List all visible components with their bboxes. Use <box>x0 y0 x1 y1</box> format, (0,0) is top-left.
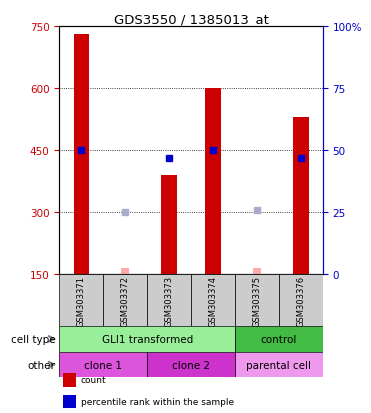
Text: GSM303376: GSM303376 <box>296 275 305 326</box>
Title: GDS3550 / 1385013_at: GDS3550 / 1385013_at <box>114 13 269 26</box>
Text: GSM303371: GSM303371 <box>77 275 86 326</box>
Text: GSM303374: GSM303374 <box>209 275 217 326</box>
Bar <box>235 352 323 377</box>
Bar <box>235 275 279 326</box>
Bar <box>103 275 147 326</box>
Bar <box>147 275 191 326</box>
Bar <box>253 268 261 275</box>
Text: GLI1 transformed: GLI1 transformed <box>102 334 193 344</box>
Bar <box>59 352 147 377</box>
Bar <box>191 275 235 326</box>
Text: GSM303372: GSM303372 <box>121 275 130 326</box>
Bar <box>279 275 323 326</box>
Text: count: count <box>81 375 106 385</box>
Text: clone 1: clone 1 <box>84 360 122 370</box>
Text: cell type: cell type <box>11 334 56 344</box>
Text: parental cell: parental cell <box>246 360 311 370</box>
Text: control: control <box>261 334 297 344</box>
Text: other: other <box>28 360 56 370</box>
Bar <box>293 118 309 275</box>
Bar <box>121 268 129 275</box>
Text: GSM303375: GSM303375 <box>252 275 262 326</box>
Bar <box>235 326 323 352</box>
Bar <box>73 35 89 275</box>
Text: clone 2: clone 2 <box>172 360 210 370</box>
Bar <box>59 326 235 352</box>
Text: percentile rank within the sample: percentile rank within the sample <box>81 397 234 406</box>
Bar <box>161 176 177 275</box>
Text: GSM303373: GSM303373 <box>165 275 174 326</box>
Bar <box>205 89 221 275</box>
Bar <box>59 275 103 326</box>
Bar <box>147 352 235 377</box>
